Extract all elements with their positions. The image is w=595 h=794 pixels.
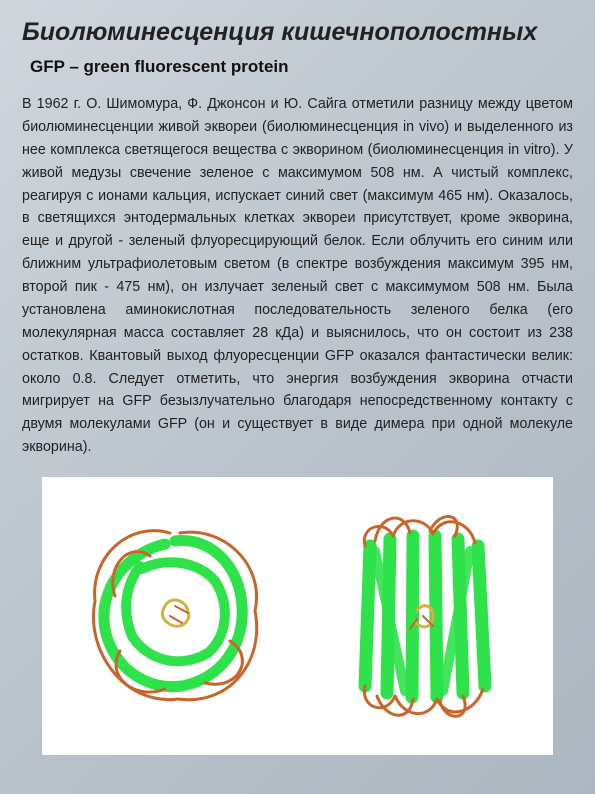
body-paragraph: В 1962 г. О. Шимомура, Ф. Джонсон и Ю. С… [22, 93, 573, 459]
page-subtitle: GFP – green fluorescent protein [30, 57, 573, 77]
gfp-side-view [315, 501, 525, 731]
page-title: Биолюминесценция кишечнополостных [22, 18, 573, 47]
slide-page: Биолюминесценция кишечнополостных GFP – … [0, 0, 595, 794]
protein-figure [42, 477, 553, 755]
gfp-top-view [70, 511, 280, 721]
